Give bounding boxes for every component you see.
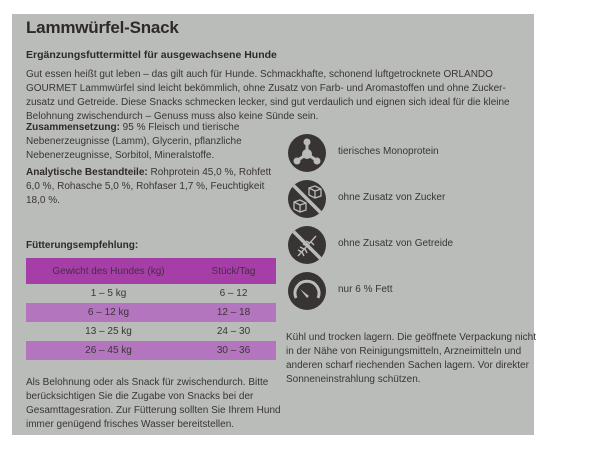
header-pieces: Stück/Tag — [191, 258, 276, 284]
feature-label: tierisches Monoprotein — [338, 146, 439, 157]
table-row: 6 – 12 kg 12 – 18 — [26, 303, 276, 322]
storage-instructions: Kühl und trocken lagern. Die geöffnete V… — [286, 332, 536, 385]
feeding-table: Gewicht des Hundes (kg) Stück/Tag 1 – 5 … — [26, 258, 276, 360]
product-subtitle: Ergänzungsfuttermittel für ausgewachsene… — [26, 49, 277, 61]
composition: Zusammensetzung: 95 % Fleisch und tieris… — [26, 121, 286, 163]
no-sugar-icon — [288, 180, 326, 218]
analytical-label: Analytische Bestandteile: — [26, 167, 148, 178]
feature-label: nur 6 % Fett — [338, 284, 393, 295]
feeding-note: Als Belohnung oder als Snack für zwische… — [26, 377, 281, 430]
table-row: 1 – 5 kg 6 – 12 — [26, 284, 276, 303]
feature-item: ohne Zusatz von Getreide — [288, 226, 518, 266]
feature-item: nur 6 % Fett — [288, 272, 518, 312]
product-title: Lammwürfel-Snack — [26, 18, 179, 37]
feature-label: ohne Zusatz von Zucker — [338, 192, 446, 203]
no-grain-icon — [288, 226, 326, 264]
feature-item: tierisches Monoprotein — [288, 134, 518, 174]
label-panel: Lammwürfel-Snack Ergänzungsfuttermittel … — [12, 14, 536, 435]
composition-text: 95 % Fleisch und tierische Nebenerzeugni… — [26, 122, 242, 161]
header-weight: Gewicht des Hundes (kg) — [26, 258, 191, 284]
pieces-cell: 24 – 30 — [216, 326, 251, 337]
weight-cell: 26 – 45 kg — [26, 341, 191, 360]
pieces-cell: 6 – 12 — [219, 288, 248, 299]
composition-label: Zusammensetzung: — [26, 122, 120, 133]
pieces-cell: 30 – 36 — [191, 341, 276, 360]
feature-item: ohne Zusatz von Zucker — [288, 180, 518, 220]
pieces-cell: 12 – 18 — [191, 303, 276, 322]
feeding-label: Fütterungsempfehlung: — [26, 240, 139, 251]
intro-text: Gut essen heißt gut leben – das gilt auc… — [26, 69, 510, 122]
molecule-icon — [288, 134, 326, 172]
weight-cell: 13 – 25 kg — [85, 326, 132, 337]
table-header: Gewicht des Hundes (kg) Stück/Tag — [26, 258, 276, 284]
analytical-constituents: Analytische Bestandteile: Rohprotein 45,… — [26, 166, 286, 208]
analytical-text: Rohprotein 45,0 %, Rohfett 6,0 %, Rohasc… — [26, 167, 272, 206]
weight-cell: 6 – 12 kg — [26, 303, 191, 322]
feature-label: ohne Zusatz von Getreide — [338, 238, 454, 249]
table-row: 13 – 25 kg 24 – 30 — [26, 322, 276, 341]
weight-cell: 1 – 5 kg — [90, 288, 127, 299]
table-row: 26 – 45 kg 30 – 36 — [26, 341, 276, 360]
gauge-icon — [288, 272, 326, 310]
